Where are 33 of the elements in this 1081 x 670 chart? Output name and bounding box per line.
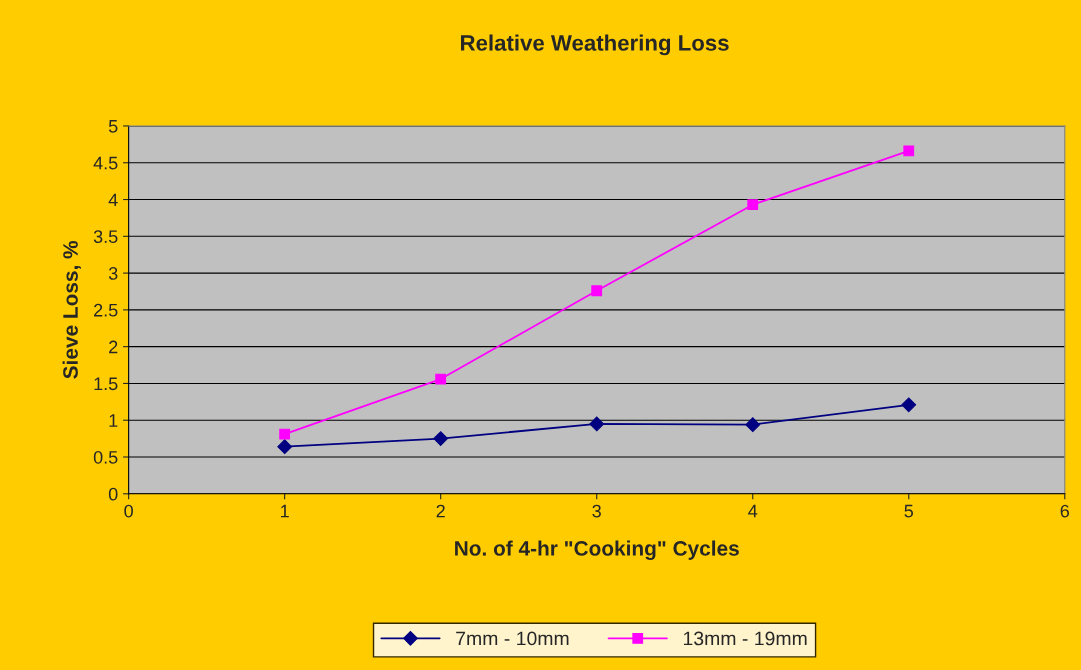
point <box>435 373 447 385</box>
y-tick-label: 0.5 <box>93 450 118 464</box>
y-tick-label: 5 <box>108 120 118 133</box>
x-tick-label: 4 <box>748 504 758 518</box>
x-tick-label: 1 <box>281 504 289 518</box>
chart-title: Relative Weathering Loss <box>461 34 729 56</box>
point <box>589 416 605 432</box>
x-tick-label: 5 <box>904 504 914 518</box>
y-tick-label: 3.5 <box>93 230 118 244</box>
legend-label: 13mm - 19mm <box>683 631 807 646</box>
y-tick-label: 1.5 <box>94 377 118 391</box>
y-tick-label: 2.5 <box>94 303 118 317</box>
x-tick-label: 2 <box>436 504 445 518</box>
y-tick-label: 1 <box>109 414 118 427</box>
y-axis-title: Sieve Loss, % <box>62 240 81 379</box>
point <box>745 417 761 433</box>
x-tick-label: 3 <box>592 504 601 518</box>
point <box>277 439 293 455</box>
point <box>433 431 449 447</box>
y-tick-label: 2 <box>109 340 118 354</box>
x-tick-label: 0 <box>124 504 133 518</box>
point <box>903 145 915 157</box>
point <box>901 397 917 413</box>
point <box>747 199 759 211</box>
point <box>591 285 603 297</box>
y-tick-label: 4 <box>108 193 118 207</box>
legend-label: 7mm - 10mm <box>456 631 569 646</box>
x-axis-title: No. of 4-hr "Cooking" Cycles <box>455 540 739 560</box>
y-tick-label: 3 <box>108 267 118 280</box>
point <box>279 428 291 440</box>
y-tick-label: 4.5 <box>93 156 118 170</box>
x-tick-label: 6 <box>1060 504 1070 518</box>
y-tick-label: 0 <box>108 487 118 501</box>
